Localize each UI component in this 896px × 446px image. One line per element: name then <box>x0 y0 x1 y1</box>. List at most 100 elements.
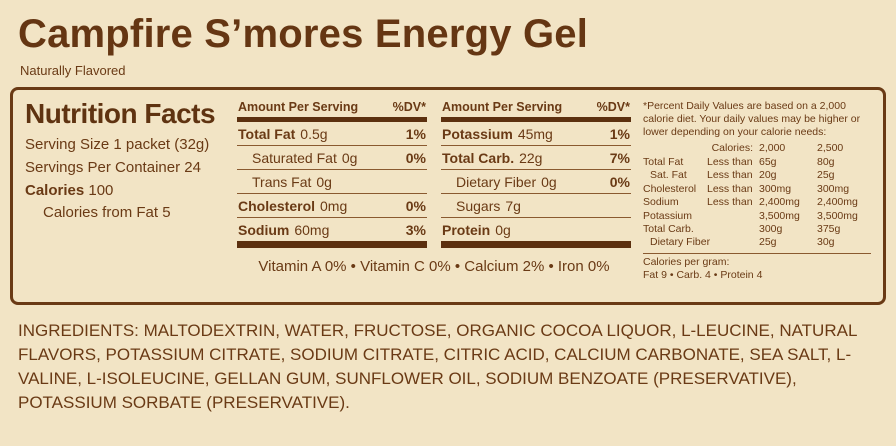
nutrient-row-total-fat: Total Fat 0.5g 1% <box>237 122 427 146</box>
dv-row-name: Potassium <box>643 209 693 222</box>
nutrient-row-saturated-fat: Saturated Fat 0g 0% <box>237 146 427 170</box>
nutrient-row-potassium: Potassium 45mg 1% <box>441 122 631 146</box>
dv-row-v1: 2,400mg <box>759 196 800 209</box>
nutrient-row-cholesterol: Cholesterol 0mg 0% <box>237 194 427 218</box>
nutrient-row-trans-fat: Trans Fat 0g <box>237 170 427 194</box>
nutrient-name: Cholesterol <box>238 198 316 214</box>
nutrient-row-sodium: Sodium 60mg 3% <box>237 218 427 241</box>
nutrient-name: Sugars <box>456 198 501 214</box>
calories-from-fat: Calories from Fat 5 <box>43 204 171 221</box>
nutrient-dv: 0% <box>405 198 426 214</box>
nutrient-dv: 0% <box>405 150 426 166</box>
nutrient-dv: 1% <box>405 126 426 142</box>
daily-values-footnote: *Percent Daily Values are based on a 2,0… <box>643 98 871 296</box>
dv-row-v2: 3,500mg <box>817 209 858 222</box>
nutrient-row-sugars: Sugars 7g <box>441 194 631 218</box>
dv-row-v2: 80g <box>817 155 835 168</box>
nutrient-amount: 45mg <box>517 126 553 142</box>
calories-value: 100 <box>88 182 114 199</box>
amount-per-serving-label: Amount Per Serving <box>238 100 359 114</box>
dv-row-v2: 25g <box>817 169 835 182</box>
nutrient-dv: 7% <box>609 150 630 166</box>
daily-values-table: Calories: 2,000 2,500 Total Fat Less tha… <box>643 142 871 250</box>
calories-per-gram-values: Fat 9 • Carb. 4 • Protein 4 <box>643 269 763 281</box>
calories-line: Calories 100 <box>25 182 225 199</box>
dv-row-v1: 3,500mg <box>759 209 800 222</box>
dv-row-v1: 300g <box>759 223 783 235</box>
dv-row-name: Sat. Fat <box>650 169 687 182</box>
nutrient-dv: 0% <box>609 174 630 190</box>
column-header: Amount Per Serving %DV* <box>441 98 631 117</box>
column-header: Amount Per Serving %DV* <box>237 98 427 117</box>
column-end-bar <box>441 241 631 248</box>
dv-row-v2: 30g <box>817 236 835 249</box>
nutrient-text: Potassium 45mg <box>442 126 553 142</box>
ingredients-text: INGREDIENTS: MALTODEXTRIN, WATER, FRUCTO… <box>18 321 857 413</box>
nutrient-dv: 3% <box>405 222 426 238</box>
dv-row-cond <box>707 223 759 236</box>
nutrient-amount: 0.5g <box>300 126 328 142</box>
nutrient-text: Trans Fat 0g <box>252 174 332 190</box>
nutrient-column-2: Amount Per Serving %DV* Potassium 45mg 1%… <box>441 98 631 248</box>
header-divider-bar <box>441 117 631 122</box>
nutrient-text: Cholesterol 0mg <box>238 198 347 214</box>
nutrient-columns: Amount Per Serving %DV* Total Fat 0.5g 1%… <box>237 98 631 296</box>
nutrient-amount: 0g <box>341 150 358 166</box>
nutrient-row-protein: Protein 0g <box>441 218 631 241</box>
dv-row-name: Cholesterol <box>643 182 697 195</box>
nutrient-amount: 0g <box>541 174 557 190</box>
dv-row-cond: Less than <box>707 182 753 195</box>
nutrient-name: Potassium <box>442 126 513 142</box>
nutrient-row-dietary-fiber: Dietary Fiber 0g 0% <box>441 170 631 194</box>
column-end-bar <box>237 241 427 248</box>
nutrient-column-1: Amount Per Serving %DV* Total Fat 0.5g 1%… <box>237 98 427 248</box>
dv-row-v2: 300mg <box>817 182 850 195</box>
nutrient-name: Total Fat <box>238 126 296 142</box>
nutrient-name: Sodium <box>238 222 290 238</box>
nutrient-amount: 0g <box>495 222 511 238</box>
serving-size: Serving Size 1 packet (32g) <box>25 136 210 153</box>
dv-header-label: %DV* <box>392 100 426 114</box>
nutrient-text: Total Fat 0.5g <box>238 126 328 142</box>
servings-per-container: Servings Per Container 24 <box>25 159 201 176</box>
dv-cell <box>643 142 707 155</box>
nutrient-text: Sugars 7g <box>456 198 521 214</box>
dv-row-cond: Less than <box>707 169 753 182</box>
nutrient-name: Dietary Fiber <box>456 174 537 190</box>
dv-row-cond <box>707 236 759 249</box>
nutrient-text: Sodium 60mg <box>238 222 329 238</box>
dv-calories-label: Calories: <box>711 142 753 155</box>
dv-header-label: %DV* <box>596 100 630 114</box>
page-title: Campfire S’mores Energy Gel <box>18 12 589 56</box>
dv-row-name: Sodium <box>643 196 679 209</box>
dv-row-name: Total Fat <box>643 155 684 168</box>
vitamins-line: Vitamin A 0% • Vitamin C 0% • Calcium 2%… <box>258 258 610 275</box>
nutrient-amount: 0mg <box>320 198 348 214</box>
nutrient-dv: 1% <box>609 126 630 142</box>
nutrient-amount: 60mg <box>294 222 330 238</box>
nutrient-text: Dietary Fiber 0g <box>456 174 557 190</box>
dv-col-2500: 2,500 <box>817 142 844 155</box>
nutrient-amount: 22g <box>519 150 543 166</box>
dv-row-cond: Less than <box>707 155 753 168</box>
nutrition-facts-panel: Nutrition Facts Serving Size 1 packet (3… <box>10 87 886 305</box>
calories-label: Calories <box>25 182 85 199</box>
dv-row-cond <box>707 210 759 223</box>
dv-row-cond: Less than <box>707 196 753 209</box>
nutrient-name: Protein <box>442 222 491 238</box>
flavor-subtitle: Naturally Flavored <box>20 63 126 78</box>
dv-row-name: Total Carb. <box>643 223 694 235</box>
dv-col-2000: 2,000 <box>759 142 786 155</box>
calories-per-gram-label: Calories per gram: <box>643 252 871 269</box>
nutrient-text: Saturated Fat 0g <box>252 150 357 166</box>
footnote-text: *Percent Daily Values are based on a 2,0… <box>643 100 861 139</box>
dv-row-v2: 2,400mg <box>817 196 858 209</box>
nutrient-name: Saturated Fat <box>252 150 337 166</box>
amount-per-serving-label: Amount Per Serving <box>442 100 563 114</box>
nutrient-amount: 7g <box>505 198 521 214</box>
dv-row-name: Dietary Fiber <box>650 236 711 249</box>
dv-row-v1: 300mg <box>759 182 792 195</box>
nutrient-name: Trans Fat <box>252 174 312 190</box>
nutrient-row-total-carb: Total Carb. 22g 7% <box>441 146 631 170</box>
dv-row-v1: 65g <box>759 155 777 168</box>
